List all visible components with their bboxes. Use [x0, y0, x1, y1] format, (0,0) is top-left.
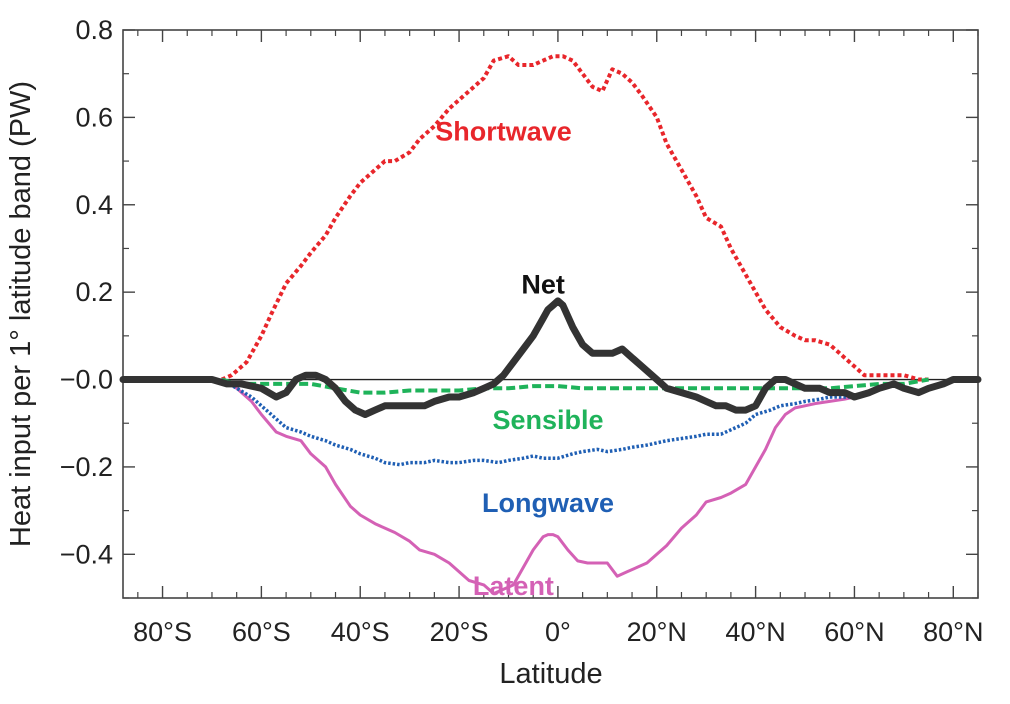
series-lines [119, 54, 982, 596]
y-tick-label: 0.8 [75, 15, 113, 45]
axis-ticks [123, 29, 979, 599]
x-tick-label: 40°N [725, 617, 785, 647]
x-tick-label: 60°S [232, 617, 291, 647]
series-line-longwave [220, 377, 855, 467]
series-label-latent: Latent [473, 571, 554, 601]
x-axis-title: Latitude [499, 658, 602, 690]
series-line-net [119, 297, 982, 418]
series-line-latent [220, 378, 856, 596]
y-tick-label: −0.4 [60, 539, 113, 569]
y-tick-label: −0.2 [60, 452, 113, 482]
series-labels: Shortwave Net Sensible Longwave Latent [435, 116, 614, 600]
x-tick-label: 0° [545, 617, 571, 647]
series-label-shortwave: Shortwave [435, 116, 572, 146]
y-tick-label: 0.2 [75, 277, 113, 307]
x-tick-label: 80°S [133, 617, 192, 647]
series-label-sensible: Sensible [493, 405, 604, 435]
series-label-net: Net [521, 269, 565, 299]
x-tick-label: 80°N [923, 617, 983, 647]
y-tick-label: 0.4 [75, 190, 113, 220]
x-tick-label: 60°N [824, 617, 884, 647]
series-line-shortwave [221, 54, 929, 382]
series-label-longwave: Longwave [482, 488, 614, 518]
y-axis-title: Heat input per 1° latitude band (PW) [5, 81, 37, 547]
y-tick-label: −0.0 [60, 365, 113, 395]
x-tick-label: 20°S [430, 617, 489, 647]
tick-labels: 80°S 60°S 40°S 20°S 0° 20°N 40°N 60°N 80°N −0.4 −0… [60, 15, 984, 647]
y-tick-label: 0.6 [75, 102, 113, 132]
x-tick-label: 40°S [331, 617, 390, 647]
plot-frame [122, 29, 979, 599]
x-tick-label: 20°N [627, 617, 687, 647]
